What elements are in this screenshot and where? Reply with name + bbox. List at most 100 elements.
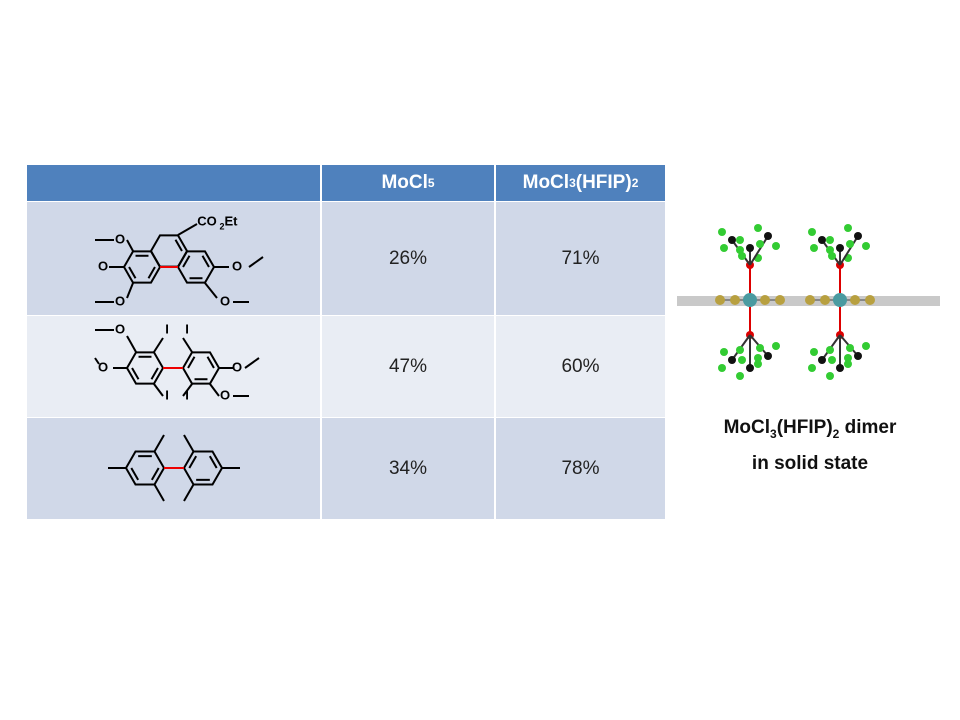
bond: [244, 357, 260, 369]
carbon: [728, 236, 736, 244]
header-sub: 3: [569, 176, 576, 190]
chlorine: [730, 295, 740, 305]
header-cell: MoCl 3 (HFIP) 2: [496, 165, 665, 201]
fluorine: [738, 356, 746, 364]
bond: [126, 282, 134, 299]
molybdenum: [833, 293, 847, 307]
bond: [209, 383, 220, 397]
atom-label: Et: [225, 213, 239, 228]
molybdenum: [743, 293, 757, 307]
table-cell: 47%: [322, 316, 494, 417]
caption-text: MoCl: [723, 417, 771, 438]
cell-value: 26%: [388, 247, 428, 269]
atom-label: O: [232, 359, 242, 374]
chlorine: [820, 295, 830, 305]
bond: [126, 335, 137, 353]
table-cell: [27, 418, 320, 519]
structure: OOI II IOO: [94, 321, 260, 402]
chlorine: [715, 295, 725, 305]
fluorine: [844, 224, 852, 232]
bond: [839, 235, 859, 266]
fluorine: [718, 228, 726, 236]
fluorine: [844, 354, 852, 362]
caption-sub: 3: [770, 426, 777, 441]
double-bond: [131, 367, 140, 380]
chlorine: [775, 295, 785, 305]
fluorine: [736, 372, 744, 380]
header-cell: [27, 165, 320, 201]
table-cell: 34%: [322, 418, 494, 519]
caption-text: in solid state: [751, 452, 869, 474]
atom-label: O: [232, 258, 242, 273]
caption-text: dimer: [839, 417, 897, 438]
crystal-structure: [677, 224, 940, 380]
double-bond: [201, 255, 210, 268]
fluorine: [828, 356, 836, 364]
double-bond: [147, 266, 156, 279]
chlorine: [850, 295, 860, 305]
carbon: [746, 244, 754, 252]
table-cell: 26%: [322, 202, 494, 315]
fluorine: [808, 228, 816, 236]
fluorine: [754, 360, 762, 368]
double-bond: [150, 467, 160, 481]
double-bond: [174, 239, 183, 252]
carbon: [836, 364, 844, 372]
fluorine: [826, 236, 834, 244]
carbon: [818, 356, 826, 364]
fluorine: [720, 348, 728, 356]
caption-text: (HFIP): [776, 417, 833, 438]
bond: [177, 223, 198, 236]
fluorine: [754, 354, 762, 362]
fluorine: [772, 342, 780, 350]
fluorine: [810, 348, 818, 356]
bond: [204, 282, 218, 299]
table-cell: 60%: [496, 316, 665, 417]
caption-sub: 2: [832, 426, 840, 441]
bond: [183, 484, 195, 502]
fluorine: [736, 346, 744, 354]
fluorine: [844, 360, 852, 368]
double-bond: [187, 356, 196, 369]
carbon: [818, 236, 826, 244]
chlorine: [760, 295, 770, 305]
atom-label: I: [165, 387, 169, 402]
fluorine: [828, 252, 836, 260]
fluorine: [810, 244, 818, 252]
carbon: [728, 356, 736, 364]
atom-label: O: [98, 258, 108, 273]
chlorine: [805, 295, 815, 305]
header-text: MoCl: [522, 172, 570, 193]
cell-value: 47%: [388, 355, 428, 377]
atom-label: O: [115, 231, 125, 246]
carbon: [764, 232, 772, 240]
bond: [182, 383, 193, 397]
bond: [248, 256, 264, 268]
fluorine: [808, 364, 816, 372]
structure: [108, 434, 240, 502]
double-bond: [150, 367, 159, 380]
carbon: [764, 352, 772, 360]
bond: [153, 484, 165, 502]
atom-label: 2: [219, 221, 224, 231]
cell-value: 34%: [388, 457, 428, 479]
carbon: [854, 352, 862, 360]
fluorine: [736, 236, 744, 244]
fluorine: [862, 242, 870, 250]
bond: [126, 239, 134, 252]
header-sub: 5: [427, 176, 435, 190]
bond: [153, 383, 164, 397]
atom-label: I: [185, 387, 189, 402]
fluorine: [846, 344, 854, 352]
header-text: (HFIP): [575, 172, 632, 193]
fluorine: [826, 346, 834, 354]
fluorine: [772, 242, 780, 250]
fluorine: [718, 364, 726, 372]
bond: [153, 434, 165, 452]
carbon: [746, 364, 754, 372]
fluorine: [846, 240, 854, 248]
cell-value: 78%: [561, 457, 600, 479]
bond: [183, 434, 195, 452]
